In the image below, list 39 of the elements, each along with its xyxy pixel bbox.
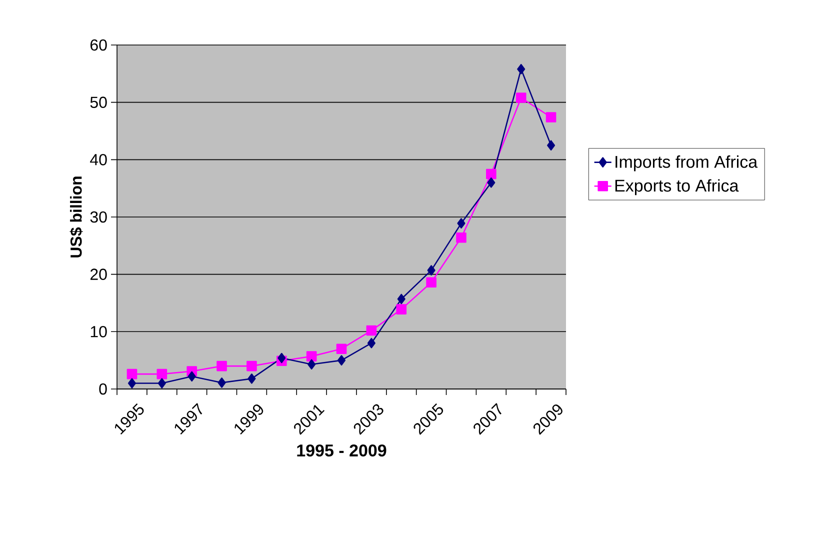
point	[188, 371, 196, 382]
point	[126, 368, 138, 380]
point	[158, 378, 166, 388]
y-tick-label: 30	[90, 211, 107, 223]
point	[397, 294, 406, 304]
x-axis-title: 1995 - 2009	[297, 444, 386, 457]
point	[367, 338, 376, 348]
point	[456, 232, 466, 243]
point	[516, 92, 526, 103]
legend-label: Imports from Africa	[616, 155, 758, 172]
point	[218, 378, 226, 388]
point	[156, 368, 168, 380]
point	[546, 112, 556, 122]
point	[547, 140, 556, 150]
y-axis-title: US$ billion	[70, 176, 83, 258]
point	[306, 351, 317, 362]
point	[248, 374, 256, 384]
point	[246, 360, 257, 372]
y-tick-label: 50	[90, 96, 107, 108]
legend-label: Exports to Africa	[615, 179, 739, 196]
point	[337, 355, 346, 366]
point	[487, 177, 496, 188]
y-tick-label: 40	[90, 154, 107, 166]
y-tick-label: 10	[90, 326, 107, 338]
point	[427, 265, 436, 276]
y-tick-label: 60	[90, 39, 107, 51]
point	[216, 360, 227, 372]
point	[128, 378, 136, 388]
point	[486, 168, 496, 180]
point	[396, 304, 407, 314]
y-tick-label: 20	[90, 268, 107, 280]
point	[278, 352, 286, 364]
point	[457, 218, 466, 228]
point	[336, 344, 347, 354]
point	[426, 277, 436, 288]
point	[308, 359, 316, 370]
point	[517, 64, 526, 74]
point	[366, 325, 377, 336]
y-tick-label: 0	[99, 383, 107, 395]
